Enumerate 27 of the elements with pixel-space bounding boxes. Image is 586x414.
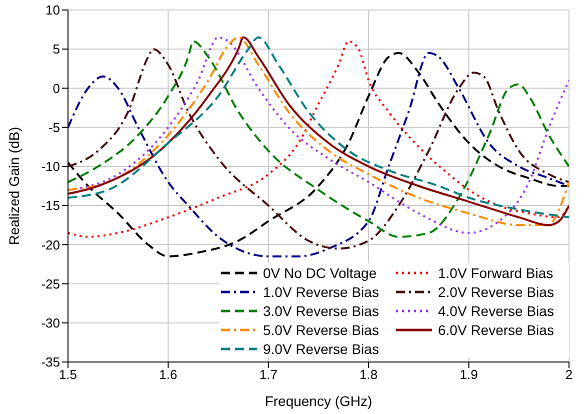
legend-label: 0V No DC Voltage [263, 264, 377, 280]
y-tick-label: 0 [52, 80, 60, 96]
x-tick-label: 1.9 [460, 367, 478, 382]
y-tick-label: -20 [41, 237, 60, 252]
y-axis-title: Realized Gain (dB) [6, 126, 22, 246]
x-tick-label: 2 [565, 367, 573, 382]
legend-label: 5.0V Reverse Bias [263, 322, 379, 338]
y-tick-label: -15 [41, 198, 60, 214]
legend-label: 6.0V Reverse Bias [438, 322, 554, 338]
legend-label: 1.0V Reverse Bias [263, 284, 379, 300]
legend-label: 1.0V Forward Bias [438, 264, 554, 280]
x-tick-label: 1.5 [58, 367, 78, 382]
y-tick-label: -10 [41, 159, 60, 174]
x-tick-label: 1.8 [360, 367, 378, 382]
legend-label: 3.0V Reverse Bias [263, 302, 379, 318]
y-tick-label: -25 [41, 276, 60, 292]
x-axis-title: Frequency (GHz) [264, 393, 372, 409]
y-tick-label: -35 [41, 354, 60, 370]
x-tick-label: 1.6 [159, 367, 178, 382]
legend-label: 9.0V Reverse Bias [263, 340, 379, 356]
legend-label: 4.0V Reverse Bias [438, 302, 554, 318]
y-tick-label: 10 [46, 2, 60, 18]
legend-label: 2.0V Reverse Bias [438, 284, 554, 300]
x-tick-label: 1.7 [259, 367, 278, 382]
y-tick-label: -5 [48, 120, 60, 135]
y-tick-label: -30 [41, 316, 60, 331]
y-tick-label: 5 [52, 42, 60, 57]
